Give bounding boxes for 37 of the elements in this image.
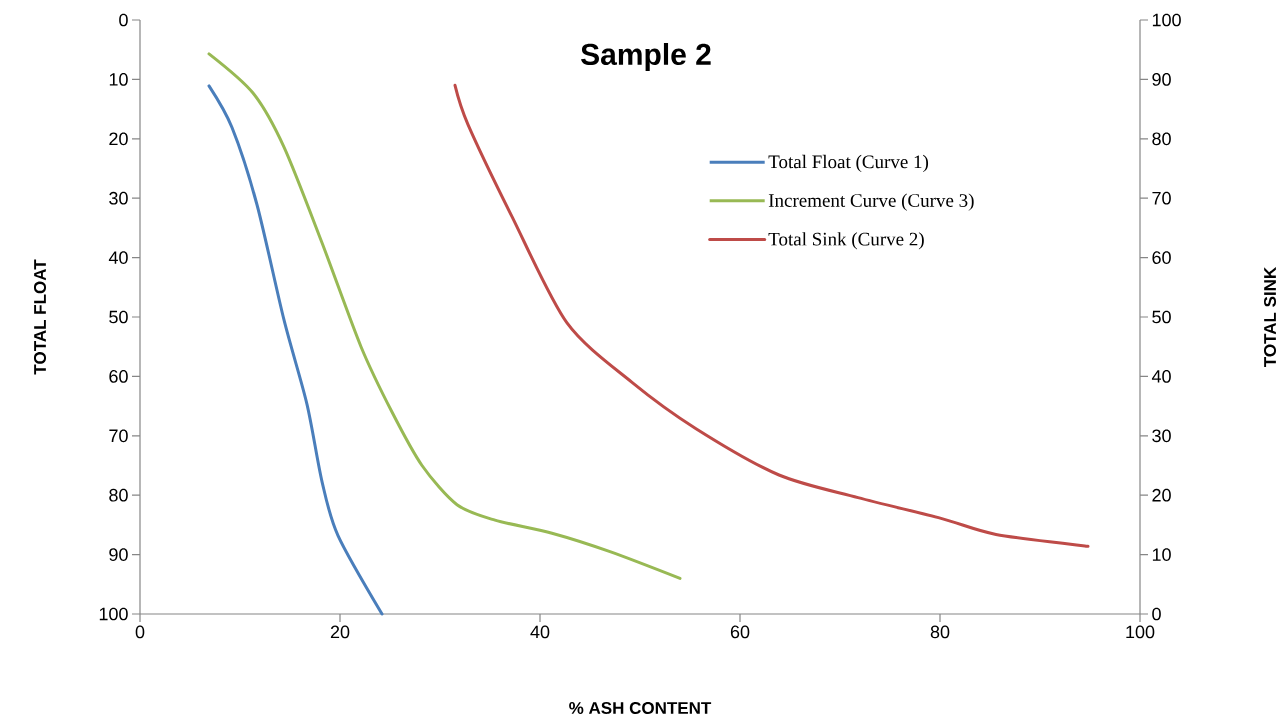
y-tick-label: 100 [99, 607, 128, 621]
x-tick-label: 20 [330, 625, 350, 639]
y-tick-label: 0 [119, 13, 128, 27]
legend-label: Increment Curve (Curve 3) [768, 193, 974, 211]
y2-tick-label: 90 [1152, 73, 1171, 86]
y-tick-label: 80 [109, 488, 128, 502]
x-axis-title: % ASH CONTENT [569, 701, 712, 715]
y-tick-label: 50 [109, 310, 128, 324]
y-tick-label: 60 [109, 370, 128, 383]
y-tick-label: 20 [109, 132, 128, 146]
x-tick-label: 60 [730, 625, 750, 639]
y2-tick-label: 0 [1152, 607, 1161, 621]
y-tick-label: 70 [109, 429, 128, 443]
x-tick-label: 80 [930, 625, 950, 639]
y2-tick-label: 20 [1152, 488, 1171, 502]
y-tick-label: 30 [109, 191, 128, 205]
y2-tick-label: 80 [1152, 132, 1171, 146]
y2-tick-label: 100 [1152, 13, 1181, 27]
legend-label: Total Float (Curve 1) [768, 154, 929, 173]
y2-axis-title: TOTAL SINK [1263, 266, 1277, 368]
legend-label: Total Sink (Curve 2) [768, 232, 924, 250]
x-tick-label: 40 [530, 625, 550, 639]
y2-tick-label: 70 [1152, 191, 1171, 205]
y2-tick-label: 40 [1151, 370, 1171, 383]
y2-tick-label: 10 [1152, 548, 1171, 561]
y-axis-title: TOTAL FLOAT [33, 259, 47, 375]
x-tick-label: 100 [1126, 625, 1155, 639]
text: Sample 2 [581, 43, 711, 71]
y2-tick-label: 60 [1152, 251, 1171, 264]
line-series [207, 84, 384, 616]
y-tick-label: 10 [109, 73, 128, 86]
x-tick-label: 0 [135, 625, 145, 639]
y2-tick-label: 30 [1152, 429, 1171, 443]
line-series [453, 83, 1090, 548]
y-tick-label: 40 [108, 251, 128, 264]
y-tick-label: 90 [109, 548, 128, 561]
y2-tick-label: 50 [1152, 310, 1171, 324]
